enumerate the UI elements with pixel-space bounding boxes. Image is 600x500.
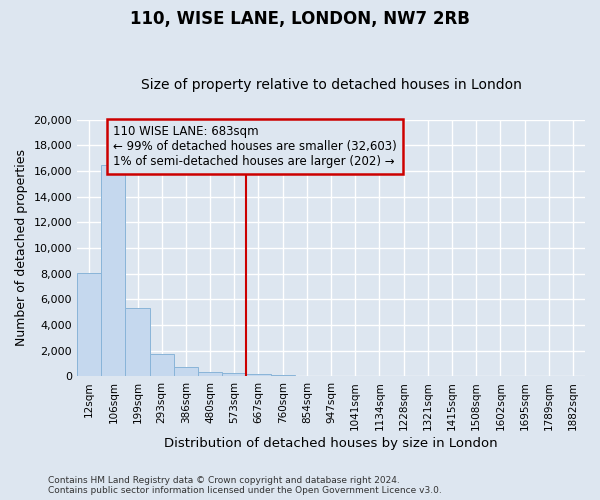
Bar (101, 165, 125, 376)
Bar (77, 273, 101, 376)
Text: 110 WISE LANE: 683sqm
← 99% of detached houses are smaller (32,603)
1% of semi-d: 110 WISE LANE: 683sqm ← 99% of detached … (113, 124, 397, 168)
Text: Contains HM Land Registry data © Crown copyright and database right 2024.
Contai: Contains HM Land Registry data © Crown c… (48, 476, 442, 495)
Bar (149, 354, 174, 376)
Bar (271, 375, 295, 376)
Title: Size of property relative to detached houses in London: Size of property relative to detached ho… (140, 78, 521, 92)
X-axis label: Distribution of detached houses by size in London: Distribution of detached houses by size … (164, 437, 498, 450)
Text: 110, WISE LANE, LONDON, NW7 2RB: 110, WISE LANE, LONDON, NW7 2RB (130, 10, 470, 28)
Bar (125, 308, 149, 376)
Bar (198, 372, 222, 376)
Bar (247, 374, 271, 376)
Bar (174, 367, 198, 376)
Y-axis label: Number of detached properties: Number of detached properties (15, 150, 28, 346)
Bar (222, 374, 247, 376)
